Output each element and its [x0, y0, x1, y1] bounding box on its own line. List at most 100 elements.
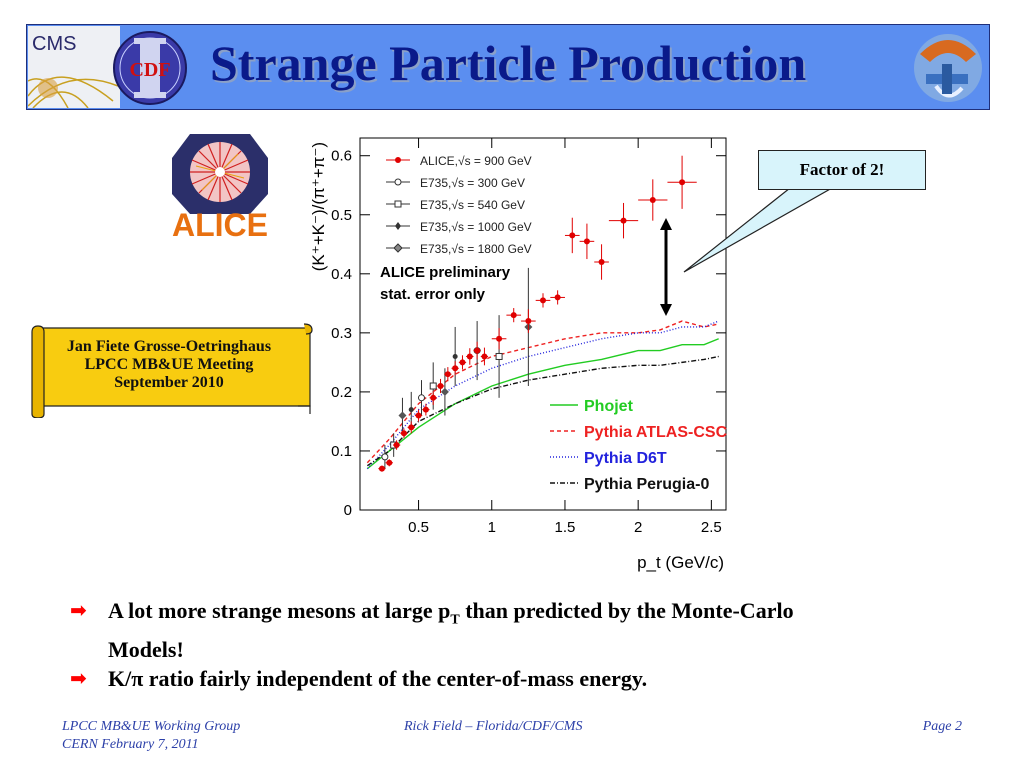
legend-label: E735,√s = 1800 GeV: [420, 242, 532, 256]
legend-curve-label: Pythia D6T: [584, 450, 667, 467]
bullet-1: ➡ A lot more strange mesons at large pT …: [70, 596, 970, 663]
alice-point: [400, 430, 407, 437]
y-tick-label: 0.5: [331, 207, 352, 224]
callout-pointer: [683, 188, 834, 273]
x-tick-label: 2: [634, 519, 642, 536]
alice-point: [415, 412, 422, 419]
footer-center: Rick Field – Florida/CDF/CMS: [404, 719, 583, 734]
scroll-note: [28, 322, 314, 419]
curve-phojet: [366, 338, 719, 470]
scroll-line: LPCC MB&UE Meeting: [84, 356, 254, 373]
y-tick-label: 0.4: [331, 266, 352, 283]
alice-point: [422, 406, 429, 413]
bullet-text: K/π ratio fairly independent of the cent…: [108, 666, 648, 691]
legend-marker: [395, 157, 401, 163]
chart-annotation: stat. error only: [380, 286, 486, 303]
alice-point: [437, 383, 444, 389]
cdf-logo-text: CDF: [129, 59, 170, 81]
footer-page: Page 2: [922, 719, 962, 734]
factor-arrow-head-up: [660, 218, 672, 230]
alice-point: [583, 238, 590, 245]
legend-curve-label: Pythia Perugia-0: [584, 476, 709, 493]
e735-point: [440, 387, 449, 396]
alice-point: [393, 442, 400, 449]
alice-logo-text: ALICE: [172, 207, 268, 240]
scroll-note-text: Jan Fiete Grosse-Oetringhaus LPCC MB&UE …: [38, 338, 300, 392]
alice-point: [598, 259, 605, 265]
alice-point: [620, 217, 627, 224]
e735-point: [381, 453, 389, 461]
alice-point: [569, 232, 576, 239]
alice-point: [444, 371, 451, 378]
alice-point: [430, 394, 437, 401]
legend-curve-label: Phojet: [584, 398, 634, 415]
bullet-text: than predicted by the Monte-Carlo: [459, 598, 794, 623]
footer-date: CERN February 7, 2011: [62, 737, 199, 752]
legend-marker: [394, 200, 402, 208]
x-tick-label: 2.5: [701, 519, 722, 536]
chart-annotation: ALICE preliminary: [380, 264, 511, 281]
callout-box: Factor of 2!: [758, 150, 926, 190]
fermilab-logo: [906, 28, 988, 108]
alice-point: [540, 297, 546, 304]
x-axis-label: p_t (GeV/c): [637, 553, 724, 572]
cms-logo: CMS: [27, 26, 120, 109]
legend-marker: [393, 243, 403, 253]
y-tick-label: 0.1: [331, 443, 352, 460]
scroll-line: September 2010: [114, 374, 224, 391]
y-tick-label: 0: [344, 502, 352, 519]
y-axis-label: (K⁺+K⁻)/(π⁺+π⁻): [309, 142, 328, 271]
legend-label: E735,√s = 540 GeV: [420, 198, 525, 212]
page-title: Strange Particle Production: [210, 35, 807, 91]
plot-frame: [359, 137, 727, 511]
alice-point: [452, 365, 459, 372]
curve-atlas_csc: [366, 320, 719, 464]
alice-point: [510, 312, 517, 319]
legend-curve-label: Pythia ATLAS-CSC: [584, 424, 728, 441]
x-tick-label: 1: [488, 519, 496, 536]
scroll-line: Jan Fiete Grosse-Oetringhaus: [66, 338, 272, 355]
factor-arrow-head-down: [660, 304, 672, 316]
legend-marker: [394, 178, 402, 186]
alice-point: [525, 318, 532, 325]
ratio-chart: ALICE,√s = 900 GeV E735,√s = 300 GeV E735,…: [309, 137, 728, 572]
alice-point: [496, 335, 503, 342]
alice-point: [378, 465, 385, 472]
x-tick-label: 0.5: [408, 519, 429, 536]
alice-point: [408, 424, 415, 431]
alice-point: [474, 347, 481, 354]
legend-label: E735,√s = 300 GeV: [420, 176, 525, 190]
y-tick-label: 0.2: [331, 384, 352, 401]
alice-point: [459, 359, 466, 366]
bullet-text: Models!: [108, 637, 184, 663]
footer-group: LPCC MB&UE Working Group: [62, 719, 241, 734]
e735-point: [495, 352, 503, 360]
alice-logo: ALICE: [160, 120, 280, 243]
bullet-text: A lot more strange mesons at large p: [108, 598, 451, 623]
curve-perugia0: [366, 355, 719, 467]
alice-point: [679, 179, 686, 186]
y-tick-label: 0.3: [331, 325, 352, 342]
cdf-logo: CDF: [104, 26, 202, 108]
footer-left: LPCC MB&UE Working Group CERN February 7…: [62, 718, 362, 754]
y-tick-label: 0.6: [331, 148, 352, 165]
alice-point: [649, 197, 656, 203]
bullet-2: ➡ K/π ratio fairly independent of the ce…: [70, 664, 970, 696]
alice-point: [386, 459, 393, 466]
bullet-subscript: T: [450, 612, 460, 628]
legend-marker: [395, 222, 401, 230]
e735-point: [398, 411, 407, 420]
e735-point: [408, 407, 414, 413]
cms-logo-text: CMS: [32, 33, 76, 55]
alice-point: [466, 353, 473, 360]
alice-point: [481, 353, 488, 360]
e735-point: [417, 394, 425, 402]
arrow-bullet-icon: ➡: [70, 666, 87, 690]
e735-point: [452, 353, 458, 359]
arrow-bullet-icon: ➡: [70, 598, 87, 622]
x-tick-label: 1.5: [555, 519, 576, 536]
legend-label: ALICE,√s = 900 GeV: [420, 154, 532, 168]
e735-point: [429, 382, 437, 390]
alice-point: [554, 294, 561, 301]
legend-label: E735,√s = 1000 GeV: [420, 220, 532, 234]
